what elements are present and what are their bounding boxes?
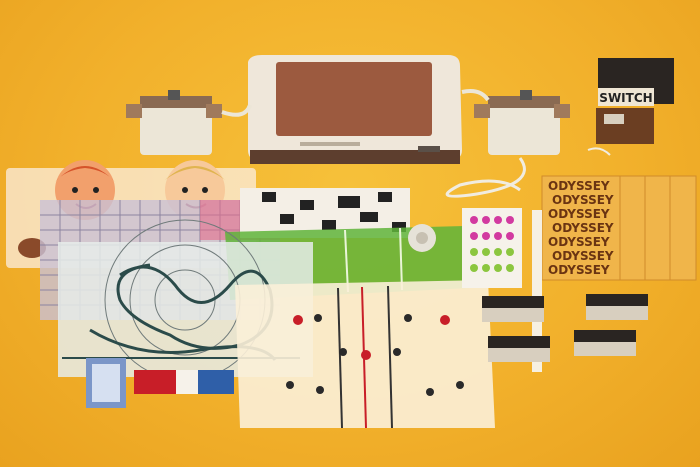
score-sheet-word-6: ODYSSEY xyxy=(552,249,614,263)
tv-overlay-football xyxy=(235,280,495,429)
score-sheet-word-3: ODYSSEY xyxy=(548,207,610,221)
game-cards xyxy=(482,294,648,362)
playing-cards xyxy=(86,358,126,408)
switch-label: SWITCH xyxy=(599,91,652,105)
ruler-strip xyxy=(532,210,542,372)
switch-box: SWITCH xyxy=(587,58,674,156)
poker-chips xyxy=(134,370,234,394)
score-sheet-word-7: ODYSSEY xyxy=(548,263,610,277)
console xyxy=(248,55,462,164)
score-sheet-word-5: ODYSSEY xyxy=(548,235,610,249)
score-sheet xyxy=(541,175,697,281)
score-sheet-word-4: ODYSSEY xyxy=(552,221,614,235)
score-sheet-word-1: ODYSSEY xyxy=(548,179,610,193)
left-controller xyxy=(126,90,252,155)
tape-roll xyxy=(408,224,436,252)
right-controller xyxy=(445,89,570,198)
sticker-sheet xyxy=(462,208,522,288)
score-sheet-word-2: ODYSSEY xyxy=(552,193,614,207)
